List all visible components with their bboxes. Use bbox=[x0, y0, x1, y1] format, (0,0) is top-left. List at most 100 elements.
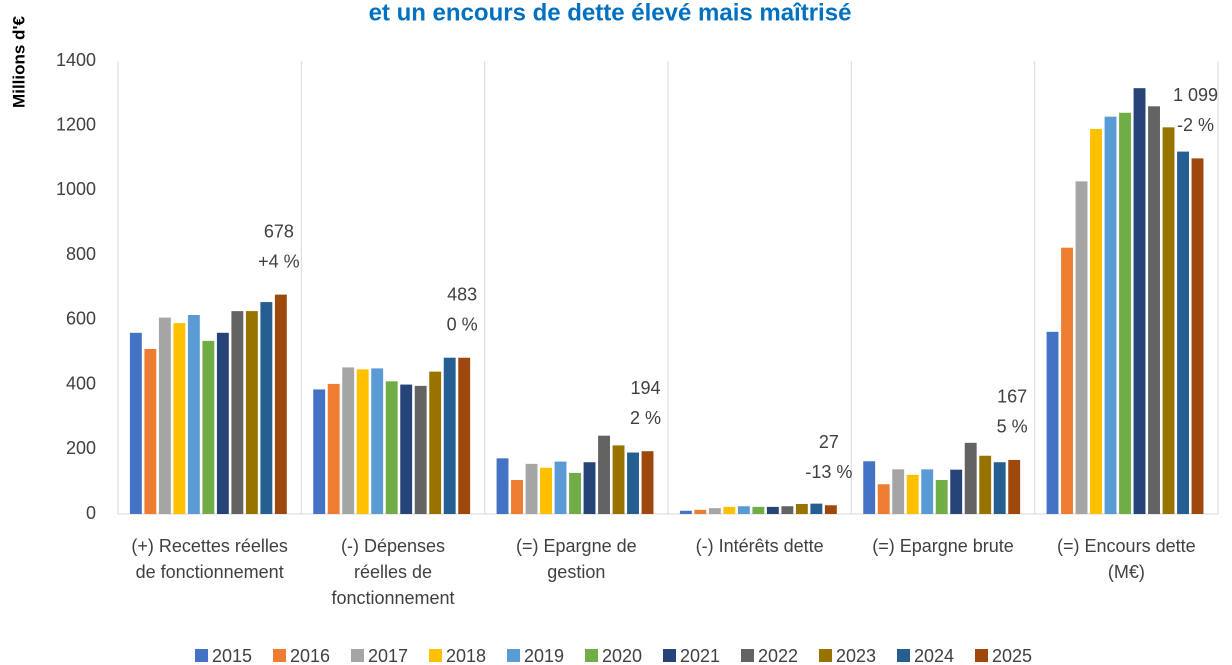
legend-label: 2023 bbox=[836, 646, 876, 665]
annotation: -2 % bbox=[1177, 115, 1214, 135]
bar bbox=[144, 348, 157, 514]
annotation: 5 % bbox=[997, 417, 1028, 437]
y-tick-label: 600 bbox=[66, 309, 96, 329]
bar bbox=[129, 332, 142, 514]
legend-swatch bbox=[819, 649, 832, 662]
legend-label: 2021 bbox=[680, 646, 720, 665]
y-axis-label: Millions d'€ bbox=[9, 16, 28, 108]
bar bbox=[1119, 112, 1131, 515]
bar bbox=[158, 317, 171, 514]
bar bbox=[598, 435, 610, 514]
bar bbox=[511, 480, 523, 514]
bar bbox=[781, 506, 794, 514]
legend-swatch bbox=[585, 649, 598, 662]
y-tick-label: 0 bbox=[86, 503, 96, 523]
legend-swatch bbox=[507, 649, 520, 662]
x-tick-label: (=) Epargne de gestion bbox=[516, 536, 637, 582]
legend-label: 2015 bbox=[212, 646, 252, 665]
bar bbox=[496, 458, 509, 514]
legend-label: 2017 bbox=[368, 646, 408, 665]
bar bbox=[863, 461, 876, 514]
bar bbox=[525, 463, 538, 514]
bar bbox=[921, 469, 934, 514]
data-label: 27 bbox=[819, 432, 839, 452]
y-tick-label: 1400 bbox=[56, 50, 96, 70]
legend-label: 2016 bbox=[290, 646, 330, 665]
bar bbox=[737, 506, 750, 514]
bar bbox=[641, 451, 654, 514]
bar bbox=[766, 506, 779, 514]
bar bbox=[892, 469, 905, 514]
x-tick-label: (-) Dépenses réelles de fonctionnement bbox=[331, 536, 455, 608]
bar bbox=[1090, 128, 1102, 514]
legend-swatch bbox=[273, 649, 286, 662]
y-tick-label: 1000 bbox=[56, 179, 96, 199]
legend-swatch bbox=[663, 649, 676, 662]
bar bbox=[612, 445, 625, 514]
legend-label: 2019 bbox=[524, 646, 564, 665]
legend-swatch bbox=[195, 649, 208, 662]
bar bbox=[414, 385, 427, 514]
legend-label: 2018 bbox=[446, 646, 486, 665]
bar bbox=[679, 510, 692, 514]
bar bbox=[187, 315, 200, 514]
bar bbox=[964, 442, 977, 514]
bar bbox=[231, 311, 244, 514]
bar bbox=[824, 505, 837, 514]
bar bbox=[935, 480, 948, 514]
legend-swatch bbox=[351, 649, 364, 662]
x-tick-label: (=) Epargne brute bbox=[872, 536, 1014, 556]
annotation: -13 % bbox=[805, 462, 852, 482]
bar bbox=[429, 371, 442, 514]
bar bbox=[708, 508, 721, 514]
bar bbox=[554, 461, 567, 514]
legend-swatch bbox=[429, 649, 442, 662]
bar bbox=[694, 509, 707, 514]
bar bbox=[810, 503, 823, 514]
bar bbox=[950, 469, 963, 514]
bar bbox=[342, 367, 355, 514]
bar bbox=[400, 384, 413, 514]
data-label: 483 bbox=[447, 284, 477, 304]
bar bbox=[723, 506, 736, 514]
bar bbox=[1177, 151, 1189, 514]
bar bbox=[458, 357, 471, 514]
legend-label: 2020 bbox=[602, 646, 642, 665]
legend-swatch bbox=[897, 649, 910, 662]
x-tick-label: (=) Encours dette (M€) bbox=[1057, 536, 1196, 582]
bar bbox=[752, 506, 765, 514]
bar bbox=[385, 381, 398, 514]
bar bbox=[877, 484, 890, 514]
legend-swatch bbox=[741, 649, 754, 662]
bar bbox=[1046, 331, 1059, 514]
y-tick-label: 400 bbox=[66, 373, 96, 393]
bar bbox=[356, 369, 369, 514]
y-tick-label: 200 bbox=[66, 438, 96, 458]
bar bbox=[313, 389, 326, 514]
bar bbox=[202, 340, 215, 514]
bar bbox=[1162, 127, 1175, 514]
bar bbox=[173, 323, 186, 514]
legend-label: 2025 bbox=[992, 646, 1032, 665]
bar bbox=[1104, 116, 1117, 514]
bar bbox=[327, 383, 340, 514]
bar bbox=[906, 474, 919, 514]
bar bbox=[274, 294, 287, 514]
data-label: 1 099 bbox=[1173, 85, 1218, 105]
annotation: 0 % bbox=[447, 314, 478, 334]
bar bbox=[1008, 459, 1021, 514]
annotation: 2 % bbox=[630, 408, 661, 428]
data-label: 194 bbox=[631, 378, 661, 398]
y-tick-label: 800 bbox=[66, 244, 96, 264]
bar bbox=[583, 462, 596, 514]
bar bbox=[1133, 88, 1146, 515]
bar bbox=[795, 503, 808, 514]
data-label: 167 bbox=[997, 387, 1027, 407]
y-tick-label: 1200 bbox=[56, 114, 96, 134]
bar bbox=[1061, 247, 1073, 514]
bar bbox=[216, 332, 229, 514]
bar bbox=[260, 302, 273, 514]
bar bbox=[1148, 106, 1160, 515]
